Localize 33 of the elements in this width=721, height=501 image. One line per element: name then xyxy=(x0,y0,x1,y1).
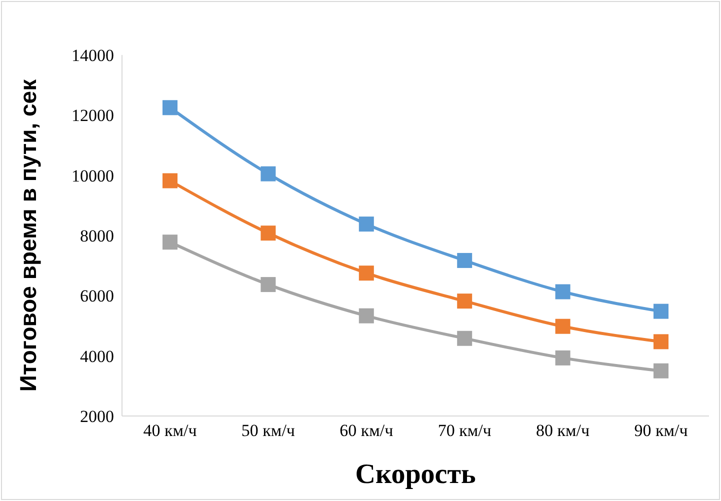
x-tick-label: 60 км/ч xyxy=(340,421,394,440)
y-axis-title: Итоговое время в пути, сек xyxy=(15,78,42,392)
x-tick-label: 70 км/ч xyxy=(438,421,492,440)
point xyxy=(358,308,374,324)
y-tick-label: 12000 xyxy=(72,106,114,126)
y-tick-label: 4000 xyxy=(80,346,114,366)
point xyxy=(162,234,178,250)
point xyxy=(457,330,472,346)
x-tick-label: 40 км/ч xyxy=(143,421,198,440)
point xyxy=(162,173,178,188)
point xyxy=(358,216,374,232)
point xyxy=(162,100,178,116)
point xyxy=(555,318,570,334)
x-tick-label: 80 км/ч xyxy=(536,421,590,440)
y-tick-label: 8000 xyxy=(80,226,114,246)
y-tick-label: 14000 xyxy=(72,46,114,66)
y-tick-label: 10000 xyxy=(72,166,114,186)
point xyxy=(457,294,472,309)
point xyxy=(457,252,472,268)
point xyxy=(260,277,276,292)
point xyxy=(555,350,570,366)
y-tick-label: 2000 xyxy=(80,407,114,426)
x-axis-title: Скорость xyxy=(355,459,476,490)
point xyxy=(555,284,570,300)
x-tick-label: 50 км/ч xyxy=(241,421,296,440)
y-tick-label: 6000 xyxy=(80,286,114,306)
point xyxy=(654,304,668,319)
point xyxy=(260,166,276,182)
point xyxy=(654,363,668,378)
point xyxy=(260,226,276,241)
point xyxy=(358,266,374,281)
x-tick-label: 90 км/ч xyxy=(634,421,688,440)
point xyxy=(654,334,668,350)
